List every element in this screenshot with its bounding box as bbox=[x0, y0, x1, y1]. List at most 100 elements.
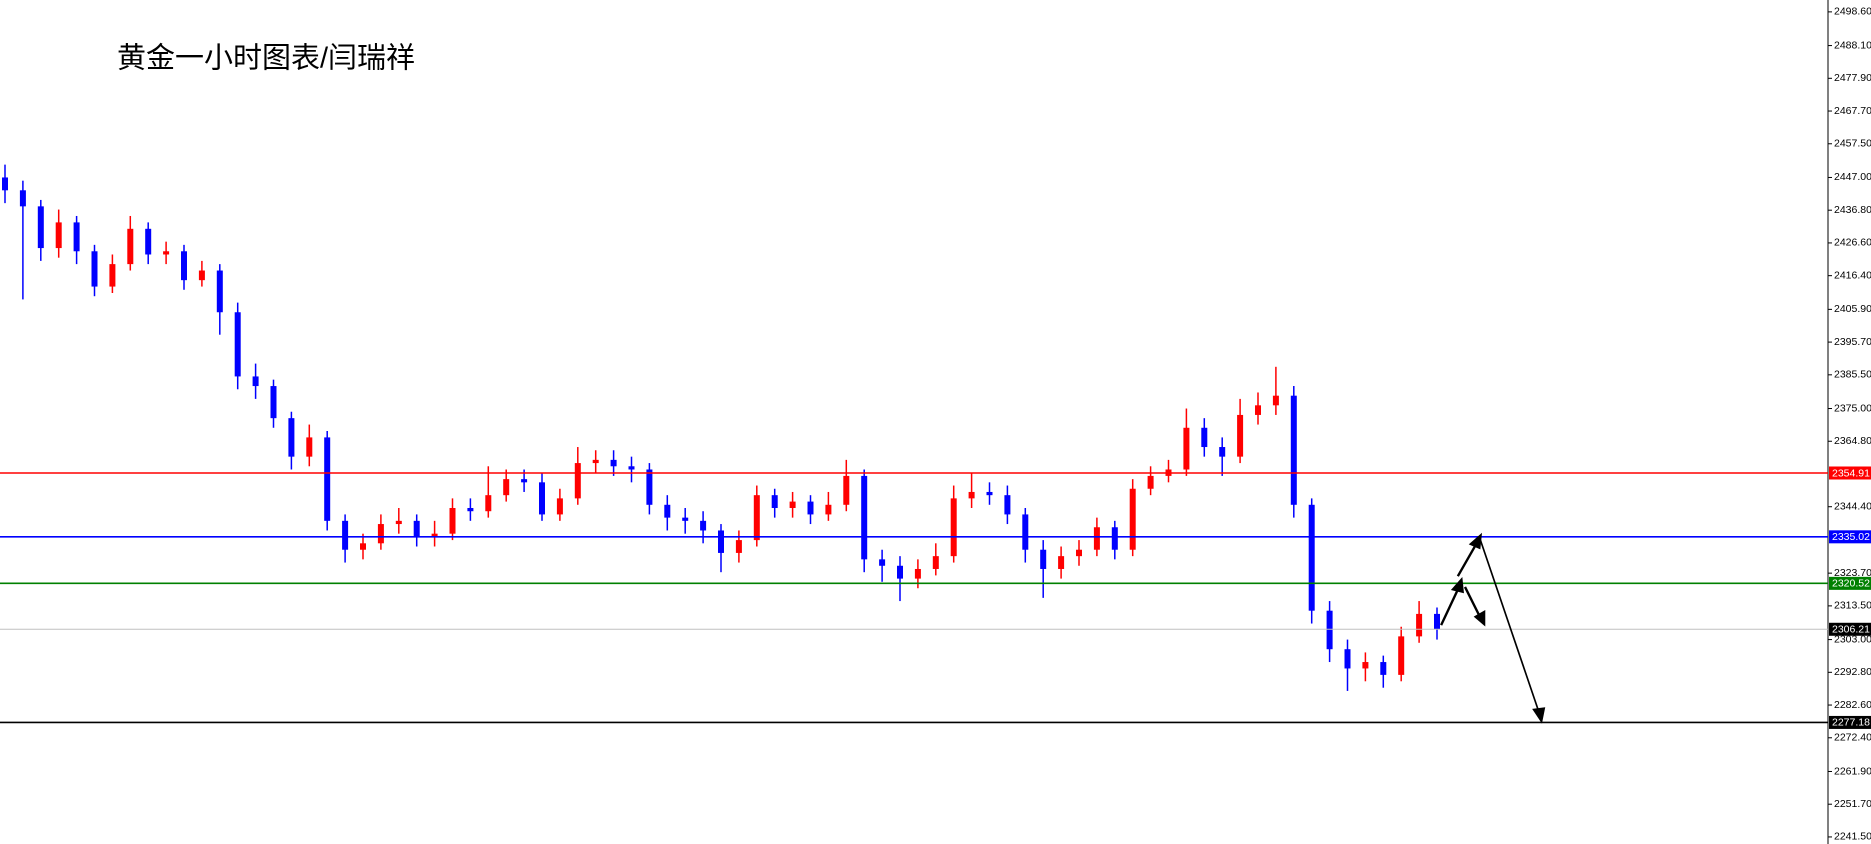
candle-body bbox=[467, 508, 474, 512]
candle-body bbox=[789, 501, 796, 509]
y-tick-label: 2364.80 bbox=[1834, 435, 1871, 447]
annotation-arrows bbox=[1440, 532, 1546, 724]
y-tick-label: 2272.40 bbox=[1834, 732, 1871, 744]
candle-body bbox=[539, 482, 545, 515]
candle-body bbox=[395, 520, 402, 525]
candle-body bbox=[1416, 613, 1423, 637]
candle-body bbox=[1272, 395, 1279, 406]
candle-body bbox=[843, 475, 850, 505]
candle-body bbox=[1434, 613, 1440, 630]
candle-body bbox=[91, 251, 98, 287]
candle-body bbox=[1362, 662, 1369, 669]
price-label: 2354.91 bbox=[1832, 467, 1870, 479]
candle-body bbox=[1290, 395, 1297, 505]
y-tick-label: 2251.70 bbox=[1834, 798, 1871, 810]
candle-body bbox=[610, 459, 617, 467]
y-tick-label: 2405.90 bbox=[1834, 303, 1871, 315]
candle-body bbox=[55, 222, 62, 249]
y-tick-label: 2282.60 bbox=[1834, 699, 1871, 711]
y-tick-label: 2292.80 bbox=[1834, 666, 1871, 678]
candle-body bbox=[664, 504, 671, 518]
candle-body bbox=[1326, 610, 1333, 650]
candle-body bbox=[807, 501, 814, 515]
y-tick-label: 2416.40 bbox=[1834, 269, 1871, 281]
y-tick-label: 2436.80 bbox=[1834, 204, 1871, 216]
candle-body bbox=[1129, 488, 1136, 550]
candle-body bbox=[252, 376, 259, 387]
arrow bbox=[1440, 586, 1461, 626]
candle-body bbox=[879, 559, 886, 566]
candle-body bbox=[270, 386, 277, 419]
y-tick-label: 2241.50 bbox=[1834, 831, 1871, 843]
candle-body bbox=[986, 491, 993, 496]
y-tick-label: 2385.50 bbox=[1834, 369, 1871, 381]
y-tick-label: 2395.70 bbox=[1834, 336, 1871, 348]
y-tick-label: 2426.60 bbox=[1834, 237, 1871, 249]
candle-body bbox=[1308, 504, 1315, 611]
price-label-box bbox=[1829, 576, 1871, 590]
price-label-box bbox=[1829, 715, 1871, 729]
arrow bbox=[1478, 536, 1540, 713]
candle-body bbox=[592, 459, 599, 464]
candle-body bbox=[1380, 662, 1387, 675]
price-label: 2335.02 bbox=[1832, 531, 1870, 543]
candle-body bbox=[1201, 427, 1208, 448]
y-tick-label: 2313.50 bbox=[1834, 600, 1871, 612]
candle-body bbox=[1237, 414, 1244, 457]
candle-body bbox=[1398, 636, 1405, 675]
candle-body bbox=[145, 228, 152, 255]
candle-body bbox=[19, 190, 26, 207]
candle-body bbox=[1183, 427, 1190, 470]
candle-body bbox=[968, 491, 975, 499]
candle-body bbox=[1093, 527, 1100, 550]
candle-body bbox=[682, 517, 689, 521]
chart-title: 黄金一小时图表/闫瑞祥 bbox=[117, 42, 415, 75]
price-label-box bbox=[1829, 466, 1871, 480]
candle-body bbox=[306, 437, 313, 457]
candle-body bbox=[324, 437, 331, 521]
candle-body bbox=[503, 479, 510, 496]
candle-body bbox=[449, 508, 456, 534]
candle-body bbox=[771, 495, 778, 509]
candle-body bbox=[413, 520, 420, 537]
y-tick-label: 2323.70 bbox=[1834, 567, 1871, 579]
y-tick-label: 2498.60 bbox=[1834, 6, 1871, 18]
arrow bbox=[1456, 542, 1478, 577]
arrow bbox=[1463, 586, 1482, 619]
candle-body bbox=[163, 251, 170, 255]
candle-body bbox=[37, 206, 44, 249]
y-tick-label: 2261.90 bbox=[1834, 765, 1871, 777]
candle-body bbox=[1344, 649, 1351, 669]
y-tick-label: 2488.10 bbox=[1834, 39, 1871, 51]
candle-body bbox=[700, 520, 707, 531]
candle-body bbox=[109, 264, 116, 287]
y-tick-label: 2447.00 bbox=[1834, 171, 1871, 183]
arrow-head bbox=[1473, 609, 1486, 627]
candle-body bbox=[825, 504, 832, 515]
candle-body bbox=[2, 177, 8, 191]
price-label: 2320.52 bbox=[1832, 578, 1870, 590]
candle-body bbox=[288, 418, 295, 457]
candle-body bbox=[735, 540, 742, 553]
candle-body bbox=[360, 543, 366, 550]
candle-body bbox=[485, 495, 492, 512]
y-tick-label: 2375.00 bbox=[1834, 402, 1871, 414]
price-label: 2277.18 bbox=[1832, 717, 1870, 729]
price-label-box bbox=[1829, 622, 1871, 636]
y-tick-label: 2457.50 bbox=[1834, 138, 1871, 150]
candle-body bbox=[628, 466, 635, 470]
candle-body bbox=[73, 222, 80, 252]
candle-body bbox=[181, 251, 187, 281]
candle-body bbox=[377, 524, 384, 544]
candle-body bbox=[718, 530, 724, 553]
candle-body bbox=[574, 463, 581, 499]
candle-body bbox=[1058, 556, 1065, 569]
candle-body bbox=[198, 270, 205, 281]
arrow-head bbox=[1532, 707, 1546, 724]
price-label-box bbox=[1829, 530, 1871, 544]
y-tick-label: 2344.40 bbox=[1834, 501, 1871, 513]
candle-body bbox=[1004, 495, 1011, 515]
candle-body bbox=[861, 475, 868, 560]
candle-body bbox=[431, 533, 438, 537]
